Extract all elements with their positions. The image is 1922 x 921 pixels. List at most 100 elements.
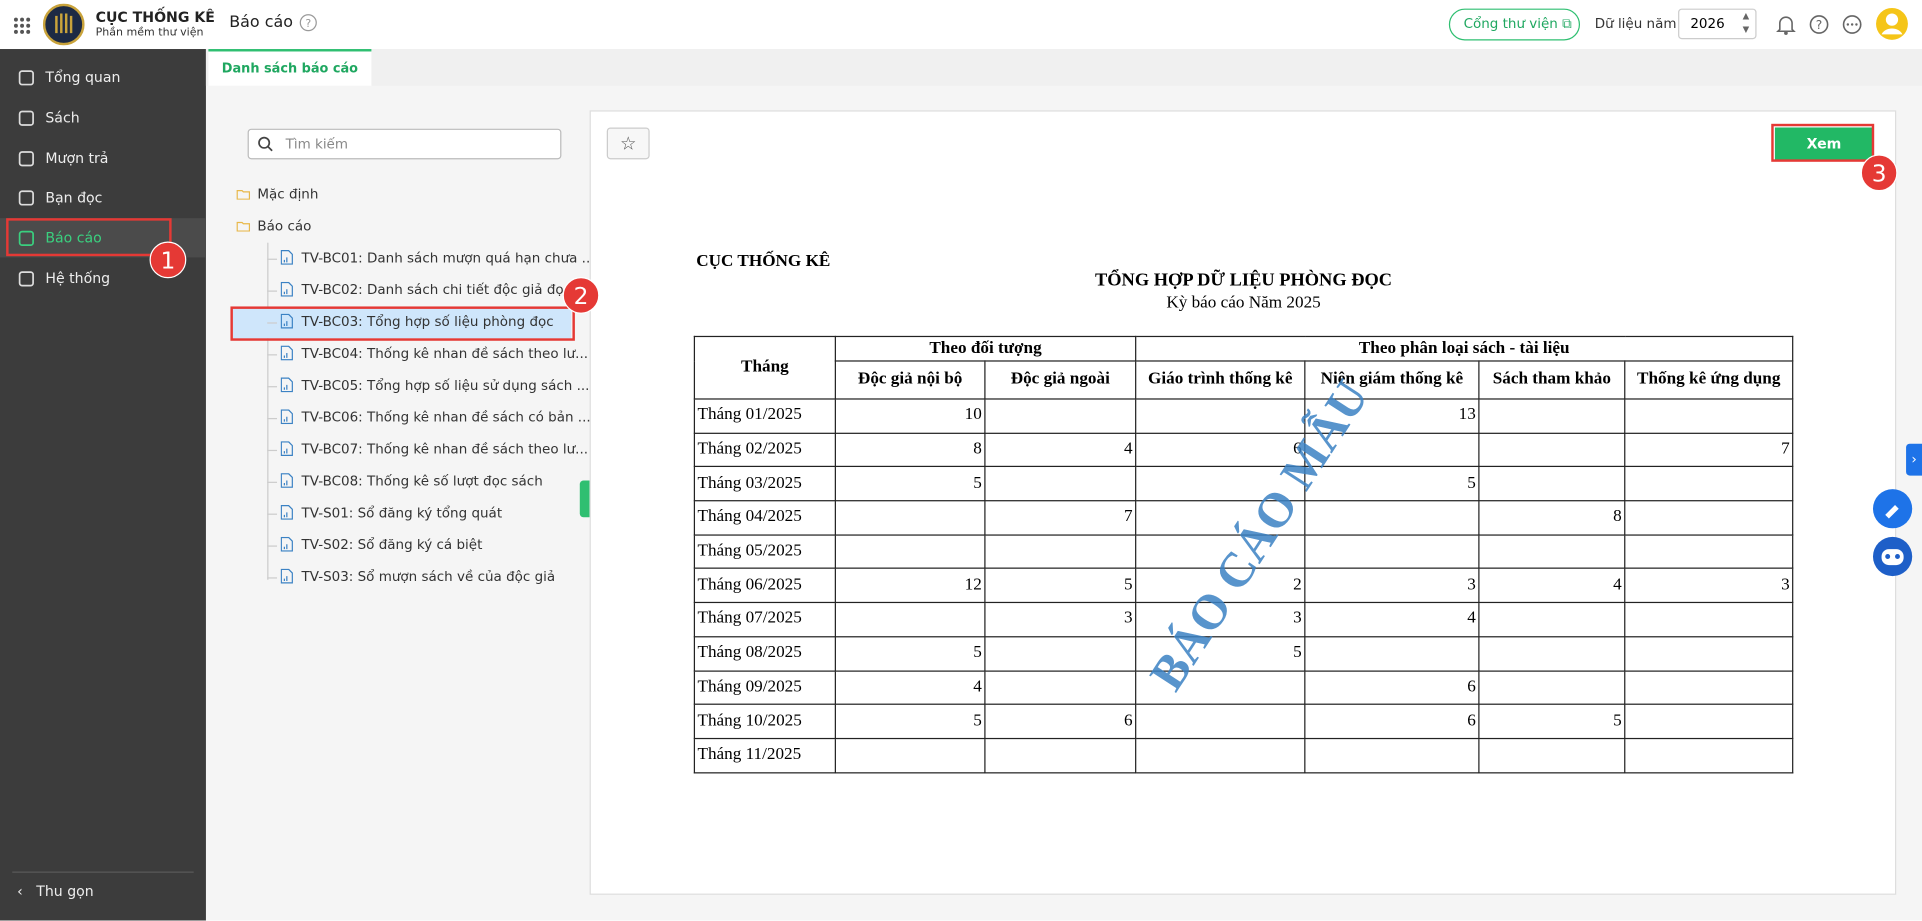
nav-item[interactable]: Hệ thống — [0, 259, 206, 298]
svg-text:?: ? — [305, 17, 311, 30]
month-header: Tháng — [693, 335, 836, 400]
file-icon — [280, 281, 293, 297]
column-header: Độc giả nội bộ — [834, 360, 986, 400]
apps-icon[interactable] — [12, 16, 32, 36]
tab[interactable]: Danh sách báo cáo — [208, 49, 372, 86]
nav-item[interactable]: Mượn trả — [0, 139, 206, 178]
data-row: Tháng 03/2025 5 5 — [693, 466, 1794, 502]
month-cell: Tháng 04/2025 — [693, 500, 836, 536]
report-item[interactable]: TV-S01: Sổ đăng ký tổng quát — [280, 505, 503, 521]
report-item[interactable]: TV-BC06: Thống kê nhan đề sách có bản ..… — [280, 409, 591, 425]
file-icon — [280, 409, 293, 425]
folder-icon — [236, 189, 251, 200]
month-cell: Tháng 01/2025 — [693, 398, 836, 434]
data-row: Tháng 08/2025 5 5 — [693, 635, 1794, 672]
chatbot-icon[interactable] — [1872, 536, 1914, 578]
nav-icon — [18, 190, 34, 206]
tree-branch — [267, 449, 278, 452]
report-item[interactable]: TV-BC04: Thống kê nhan đề sách theo lư..… — [280, 345, 589, 362]
bell-icon[interactable] — [1775, 13, 1797, 35]
report-label: TV-BC04: Thống kê nhan đề sách theo lư..… — [301, 345, 589, 362]
header-row: Tháng Theo đối tượng Theo phân loại sách -… — [693, 335, 1794, 400]
value-cell — [984, 635, 1137, 672]
file-icon — [280, 568, 293, 584]
panel-toggle[interactable] — [579, 480, 590, 518]
value-cell — [1624, 635, 1794, 672]
month-cell: Tháng 10/2025 — [693, 703, 836, 739]
nav-item[interactable]: Tổng quan — [0, 58, 206, 97]
highlight-box — [230, 306, 575, 341]
month-cell: Tháng 07/2025 — [693, 602, 836, 638]
tree-branch — [267, 545, 278, 547]
search-icon — [258, 136, 273, 152]
column-header: Giáo trình thống kê — [1135, 360, 1306, 400]
value-cell — [984, 669, 1137, 706]
report-label: TV-S03: Sổ mượn sách về của độc giả — [301, 568, 556, 585]
year-select[interactable]: 2026 ▲ ▼ — [1678, 8, 1757, 40]
report-label: TV-S01: Sổ đăng ký tổng quát — [301, 505, 503, 521]
portal-button[interactable]: Cổng thư viện ⧉ — [1448, 8, 1581, 41]
value-cell — [1135, 466, 1306, 502]
value-cell — [834, 737, 986, 773]
column-header: Độc giả ngoài — [984, 360, 1137, 400]
value-cell: 10 — [834, 398, 986, 434]
avatar[interactable] — [1875, 7, 1908, 40]
report-item[interactable]: TV-BC07: Thống kê nhan đề sách theo lư..… — [280, 441, 589, 458]
assist-icon[interactable] — [1872, 488, 1914, 530]
tree-branch — [267, 322, 278, 324]
year-value: 2026 — [1690, 15, 1725, 32]
nav-icon — [18, 271, 34, 287]
favorite-button[interactable]: ☆ — [606, 127, 650, 160]
selected-row — [232, 307, 572, 339]
tree-branch — [267, 258, 278, 260]
nav-item[interactable]: Bạn đọc — [0, 178, 206, 217]
help-icon[interactable]: ? — [299, 13, 317, 32]
collapse-button[interactable]: ‹ Thu gọn — [17, 882, 94, 900]
month-cell: Tháng 11/2025 — [693, 737, 836, 773]
value-cell — [1624, 669, 1794, 706]
value-cell: 2 — [1135, 568, 1306, 604]
value-cell: 5 — [834, 635, 986, 672]
nav-label: Bạn đọc — [45, 188, 103, 206]
app-name: CỤC THỐNG KÊ — [95, 8, 215, 26]
value-cell: 5 — [834, 703, 986, 739]
folder[interactable]: Mặc định — [236, 186, 318, 202]
file-icon — [280, 505, 293, 520]
more-icon[interactable] — [1841, 13, 1863, 35]
report-item[interactable]: TV-BC01: Danh sách mượn quá hạn chưa ... — [280, 250, 595, 266]
value-cell: 4 — [1304, 602, 1480, 638]
value-cell — [1478, 602, 1626, 638]
nav-item[interactable]: Sách — [0, 98, 206, 137]
report-item[interactable]: TV-S03: Sổ mượn sách về của độc giả — [280, 568, 556, 585]
value-cell — [1624, 703, 1794, 739]
report-item[interactable]: TV-BC05: Tổng hợp số liệu sử dụng sách .… — [280, 377, 589, 393]
question-icon[interactable]: ? — [1808, 13, 1830, 35]
nav-label: Sách — [45, 109, 80, 127]
report-item[interactable]: TV-BC03: Tổng hợp số liệu phòng đọc — [280, 313, 554, 330]
value-cell — [1624, 500, 1794, 536]
view-button[interactable]: Xem — [1774, 127, 1873, 161]
value-cell: 5 — [834, 466, 986, 502]
month-cell: Tháng 02/2025 — [693, 432, 836, 468]
data-row: Tháng 02/2025 8 4 6 7 — [693, 432, 1794, 468]
value-cell — [1135, 398, 1306, 434]
report-item[interactable]: TV-BC08: Thống kê số lượt đọc sách — [280, 473, 543, 489]
report-label: TV-BC07: Thống kê nhan đề sách theo lư..… — [301, 441, 589, 458]
report-item[interactable]: TV-BC02: Danh sách chi tiết độc giả đọc … — [280, 281, 589, 298]
nav-label: Mượn trả — [45, 149, 109, 167]
nav-label: Hệ thống — [45, 269, 111, 287]
tree-branch — [267, 290, 278, 292]
report-org: CỤC THỐNG KÊ — [696, 252, 831, 271]
report-label: TV-BC02: Danh sách chi tiết độc giả đọc … — [301, 281, 589, 298]
file-icon — [280, 377, 293, 393]
expand-tab[interactable]: › — [1906, 443, 1922, 476]
nav-icon — [18, 151, 34, 167]
group-header: Theo phân loại sách - tài liệu — [1135, 335, 1794, 362]
report-item[interactable]: TV-S02: Sổ đăng ký cá biệt — [280, 536, 482, 553]
folder-icon — [236, 221, 251, 232]
value-cell — [1624, 534, 1794, 570]
search-box[interactable]: Tìm kiếm — [247, 128, 562, 160]
folder[interactable]: Báo cáo — [236, 218, 311, 234]
value-cell: 5 — [984, 568, 1137, 604]
portal-button-text: Cổng thư viện — [1463, 15, 1558, 32]
